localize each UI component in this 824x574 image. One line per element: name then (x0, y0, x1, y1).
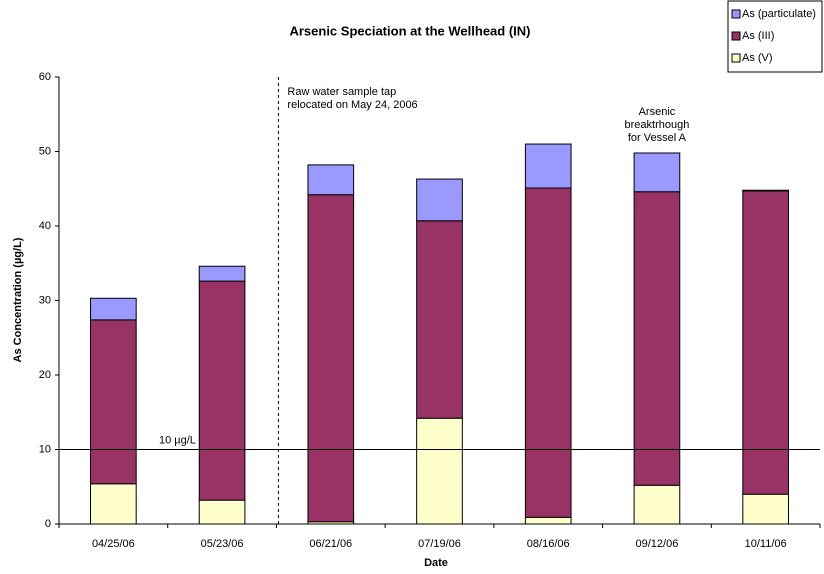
reference-label: 10 µg/L (159, 434, 196, 446)
y-tick-label: 0 (45, 518, 51, 530)
annotation: Arsenic (639, 106, 676, 118)
y-axis-title: As Concentration (µg/L) (12, 237, 24, 362)
bar-segment (198, 499, 246, 525)
bar-segment (198, 280, 246, 501)
y-tick-label: 50 (39, 145, 51, 157)
legend-swatch (731, 9, 741, 19)
chart-title: Arsenic Speciation at the Wellhead (IN) (289, 23, 530, 38)
annotation: for Vessel A (628, 132, 687, 144)
legend-swatch (731, 31, 741, 41)
bar-segment (307, 194, 355, 523)
legend-label: As (III) (742, 30, 774, 42)
y-tick-label: 10 (39, 443, 51, 455)
y-tick-label: 20 (39, 369, 51, 381)
bar-segment (90, 297, 137, 321)
bar-segment (90, 483, 137, 525)
x-tick-label: 07/19/06 (418, 538, 461, 550)
annotation: Raw water sample tap (287, 86, 396, 98)
x-axis-title: Date (424, 557, 448, 569)
legend: As (particulate) As (III) As (V) (727, 0, 823, 73)
y-tick-label: 60 (39, 71, 51, 83)
x-tick-label: 06/21/06 (309, 538, 352, 550)
bar-segment (198, 265, 246, 282)
x-tick-label: 05/23/06 (201, 538, 244, 550)
legend-box (727, 0, 823, 73)
bar-segment (524, 187, 572, 518)
bar-segment (524, 516, 572, 525)
legend-label: As (V) (742, 52, 773, 64)
bar-segment (307, 164, 355, 196)
annotation: breaktrhough (625, 119, 690, 131)
bar-segment (524, 143, 572, 189)
bar-segment (633, 191, 681, 486)
x-tick-label: 09/12/06 (636, 538, 679, 550)
legend-label: As (particulate) (742, 8, 816, 20)
annotation: relocated on May 24, 2006 (287, 99, 417, 111)
y-tick-label: 40 (39, 220, 51, 232)
bar-segment (90, 319, 137, 485)
legend-swatch (731, 53, 741, 63)
bar-segment (742, 189, 789, 192)
x-tick-label: 10/11/06 (745, 538, 787, 550)
bar-segment (742, 190, 789, 495)
x-tick-label: 08/16/06 (527, 538, 570, 550)
bar-segment (416, 220, 463, 419)
bar-segment (633, 484, 681, 525)
bar-segment (742, 493, 789, 525)
bar-segment (633, 152, 681, 193)
y-tick-label: 30 (39, 294, 51, 306)
x-tick-label: 04/25/06 (92, 538, 135, 550)
bar-segment (416, 178, 463, 222)
bar-segment (416, 417, 463, 525)
